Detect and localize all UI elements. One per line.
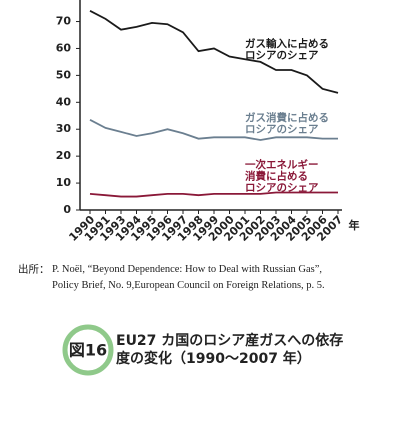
- figure-badge: [62, 324, 114, 376]
- source-label: 出所：: [18, 262, 50, 275]
- series-line: [89, 9, 339, 94]
- source: P. Noël, “Beyond Dependence: How to Deal…: [52, 264, 325, 291]
- y-tick-label: 50: [56, 68, 72, 81]
- y-tick-label: 0: [63, 203, 71, 216]
- y-tick-label: 20: [56, 149, 72, 162]
- caption: EU27 カ国のロシア産ガスへの依存度の変化（1990～2007 年）: [116, 332, 343, 367]
- figure-label: 図16: [69, 341, 107, 360]
- series-label: ガス輸入に占めるロシアのシェア: [245, 37, 329, 62]
- y-tick-label: 40: [56, 95, 72, 108]
- y-tick-label: 30: [56, 122, 72, 135]
- x-axis-label: 年: [349, 218, 360, 232]
- series-line: [89, 119, 338, 141]
- series-label: ガス消費に占めるロシアのシェア: [245, 111, 329, 136]
- y-tick-label: 10: [56, 176, 72, 189]
- y-tick-label: 70: [56, 15, 72, 28]
- series-line: [89, 191, 338, 198]
- series-label: 一次エネルギー消費に占めるロシアのシェア: [245, 158, 319, 194]
- y-tick-label: 60: [56, 41, 72, 54]
